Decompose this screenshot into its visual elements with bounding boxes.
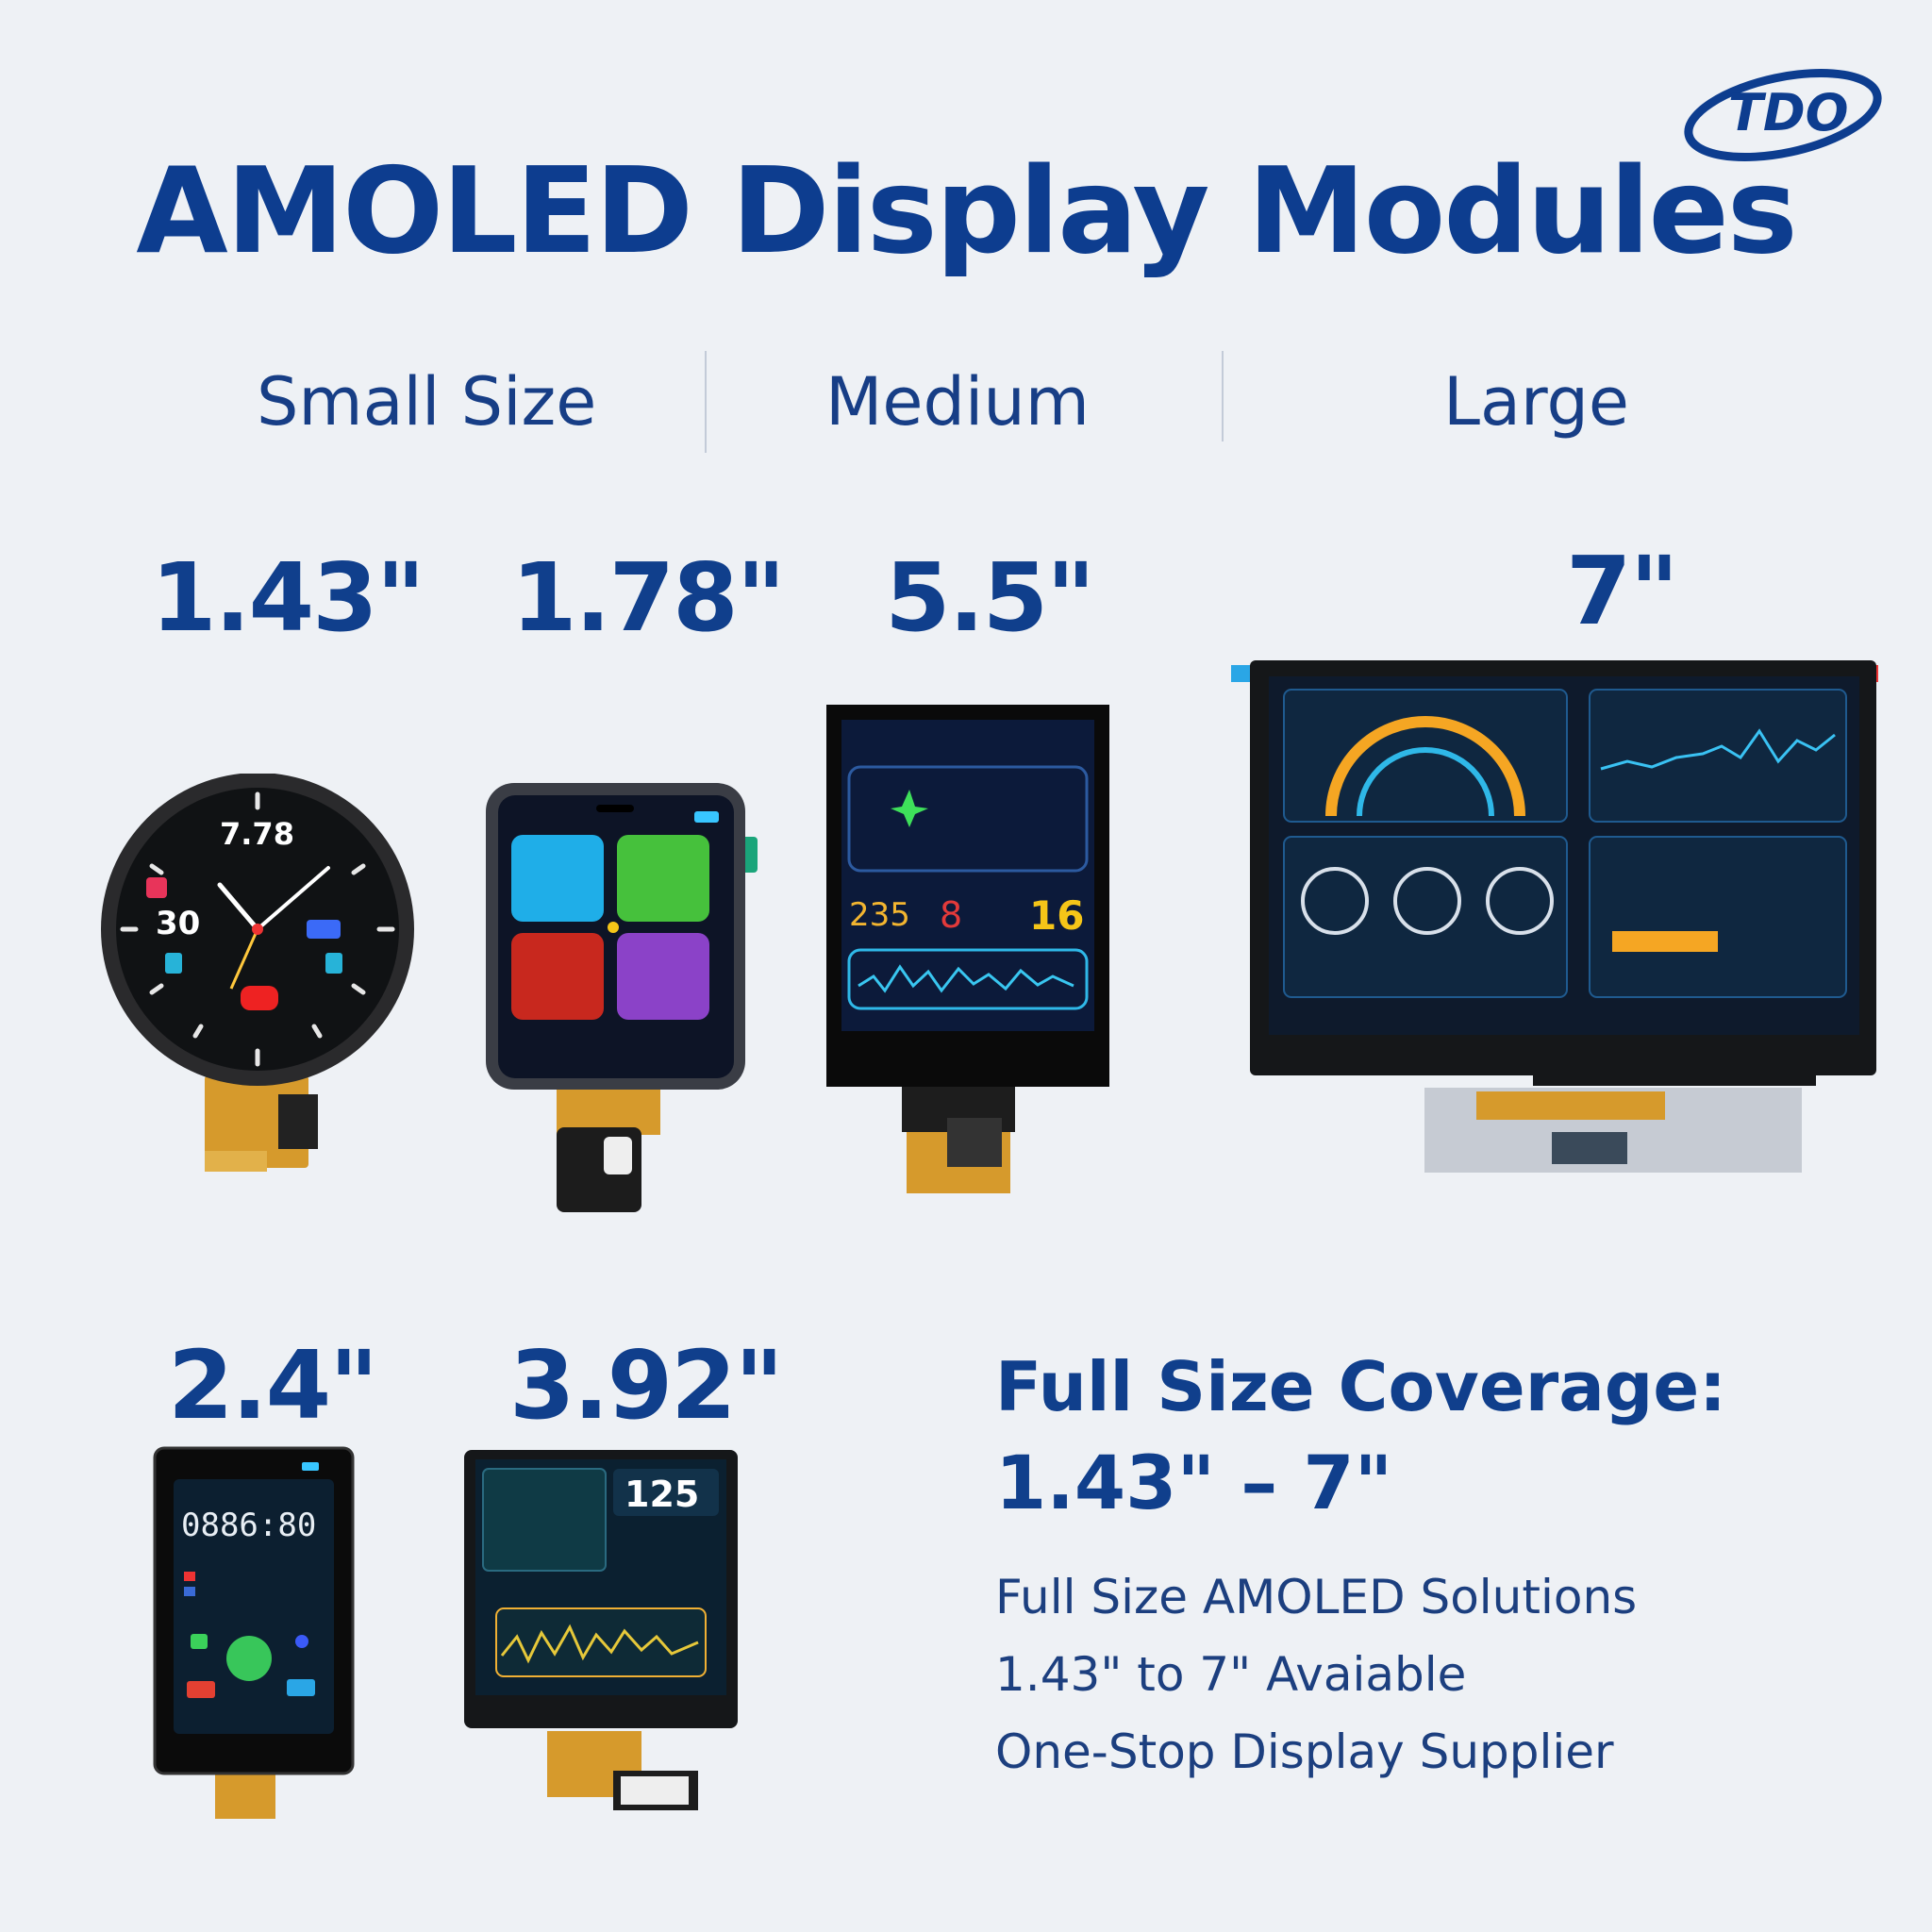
size-label-5-5: 5.5" [885,542,1095,653]
coverage-line: One-Stop Display Supplier [995,1724,1614,1779]
watch-time: 7.78 [220,816,294,852]
category-small: Small Size [257,363,597,441]
metric-value: 16 [1029,892,1084,939]
size-label-1-43: 1.43" [151,542,425,653]
category-large: Large [1443,363,1629,441]
screen-value: 125 [625,1474,699,1515]
coverage-title: Full Size Coverage: [995,1347,1726,1426]
watch-left-number: 30 [156,905,200,942]
phone-clock: 0886:80 [181,1507,316,1544]
brand-logo: TDO [1679,58,1887,172]
coverage-line: 1.43" to 7" Avaiable [995,1647,1467,1702]
size-label-1-78: 1.78" [511,542,786,653]
square-display-module [481,778,764,1212]
coverage-line: Full Size AMOLED Solutions [995,1570,1638,1624]
metric-value: 235 [849,896,910,934]
logo-text: TDO [1728,83,1849,142]
large-display-module [1231,656,1882,1212]
divider [705,351,707,453]
phone-display-module: 0886:80 [153,1445,356,1823]
category-medium: Medium [825,363,1090,441]
size-label-7: 7" [1566,536,1679,646]
divider [1222,351,1224,441]
metric-value: 8 [940,894,962,936]
square-large-display-module: 125 [462,1448,741,1825]
size-label-2-4: 2.4" [168,1330,378,1441]
page-title: AMOLED Display Modules [136,142,1798,280]
coverage-range: 1.43" – 7" [995,1441,1393,1526]
size-label-3-92: 3.92" [509,1330,784,1441]
round-display-module: 7.78 30 [99,773,420,1189]
medium-display-module: 235 8 16 [826,703,1111,1193]
